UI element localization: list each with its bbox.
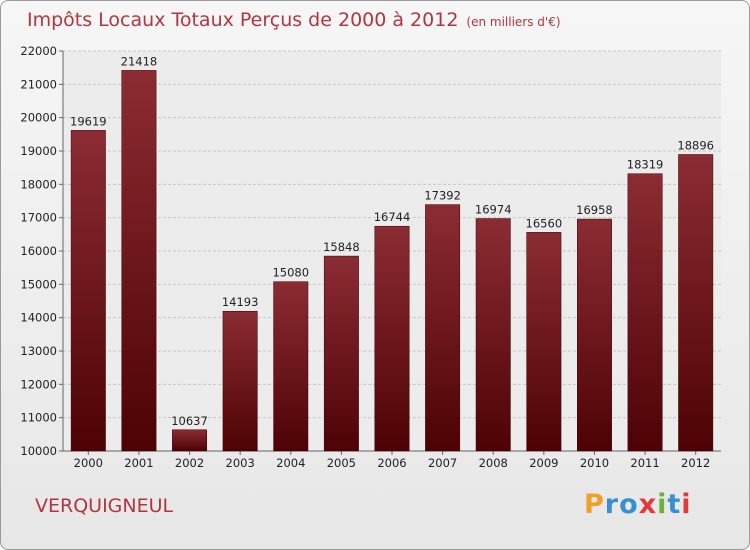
y-tick-label: 15000 <box>20 277 57 291</box>
logo-letter: t <box>667 489 682 520</box>
x-tick-label: 2008 <box>479 456 508 470</box>
y-tick-label: 14000 <box>20 311 57 325</box>
x-tick-label: 2012 <box>681 456 710 470</box>
y-tick-label: 10000 <box>20 444 57 458</box>
x-tick-label: 2011 <box>630 456 659 470</box>
bar-value-label: 21418 <box>121 54 158 68</box>
y-tick-label: 11000 <box>20 411 57 425</box>
logo-letter: r <box>604 489 620 520</box>
logo-letter: i <box>657 489 668 520</box>
bar <box>526 232 562 452</box>
logo-letter: o <box>619 489 639 520</box>
x-tick-label: 2010 <box>580 456 609 470</box>
x-tick-label: 2003 <box>226 456 255 470</box>
y-tick-label: 17000 <box>20 211 57 225</box>
chart-unit: (en milliers d'€) <box>466 15 561 29</box>
bar <box>172 429 207 452</box>
bar-value-label: 17392 <box>424 189 461 203</box>
bar <box>577 218 612 452</box>
chart-title: Impôts Locaux Totaux Perçus de 2000 à 20… <box>27 9 561 31</box>
bar <box>425 204 461 452</box>
bar <box>273 281 309 452</box>
bar <box>222 310 258 452</box>
x-tick-label: 2006 <box>377 456 406 470</box>
bar <box>323 255 359 452</box>
bar-value-label: 18896 <box>677 138 714 152</box>
bar <box>475 218 511 452</box>
proxiti-logo: Proxiti <box>584 489 692 520</box>
x-tick-label: 2002 <box>175 456 204 470</box>
bar-value-label: 15848 <box>323 240 360 254</box>
x-tick-label: 2001 <box>124 456 153 470</box>
bar <box>627 173 663 452</box>
x-tick-label: 2000 <box>74 456 103 470</box>
x-tick-label: 2004 <box>276 456 305 470</box>
bar-value-label: 16958 <box>576 203 613 217</box>
logo-letter: P <box>584 489 605 520</box>
y-tick-label: 16000 <box>20 244 57 258</box>
bar-value-label: 10637 <box>171 414 208 428</box>
y-tick-label: 12000 <box>20 377 57 391</box>
x-tick-label: 2009 <box>529 456 558 470</box>
bar-value-label: 18319 <box>627 158 664 172</box>
y-tick-label: 21000 <box>20 77 57 91</box>
logo-letter: x <box>638 489 658 520</box>
logo-letter: i <box>681 489 692 520</box>
x-tick-label: 2005 <box>327 456 356 470</box>
bar-value-label: 19619 <box>70 114 107 128</box>
bar-value-label: 16744 <box>374 210 411 224</box>
y-tick-label: 22000 <box>20 44 57 58</box>
bar-value-label: 16974 <box>475 203 512 217</box>
chart-title-text: Impôts Locaux Totaux Perçus de 2000 à 20… <box>27 9 459 31</box>
bar-value-label: 16560 <box>526 216 563 230</box>
place-name: VERQUIGNEUL <box>35 495 174 517</box>
bar-value-label: 14193 <box>222 295 259 309</box>
y-tick-label: 13000 <box>20 344 57 358</box>
y-tick-label: 19000 <box>20 144 57 158</box>
bar-value-label: 15080 <box>272 266 309 280</box>
bar <box>70 130 106 452</box>
y-tick-label: 18000 <box>20 177 57 191</box>
bar <box>374 225 410 452</box>
x-tick-label: 2007 <box>428 456 457 470</box>
bar <box>678 154 714 452</box>
y-tick-label: 20000 <box>20 111 57 125</box>
bar <box>121 70 157 452</box>
